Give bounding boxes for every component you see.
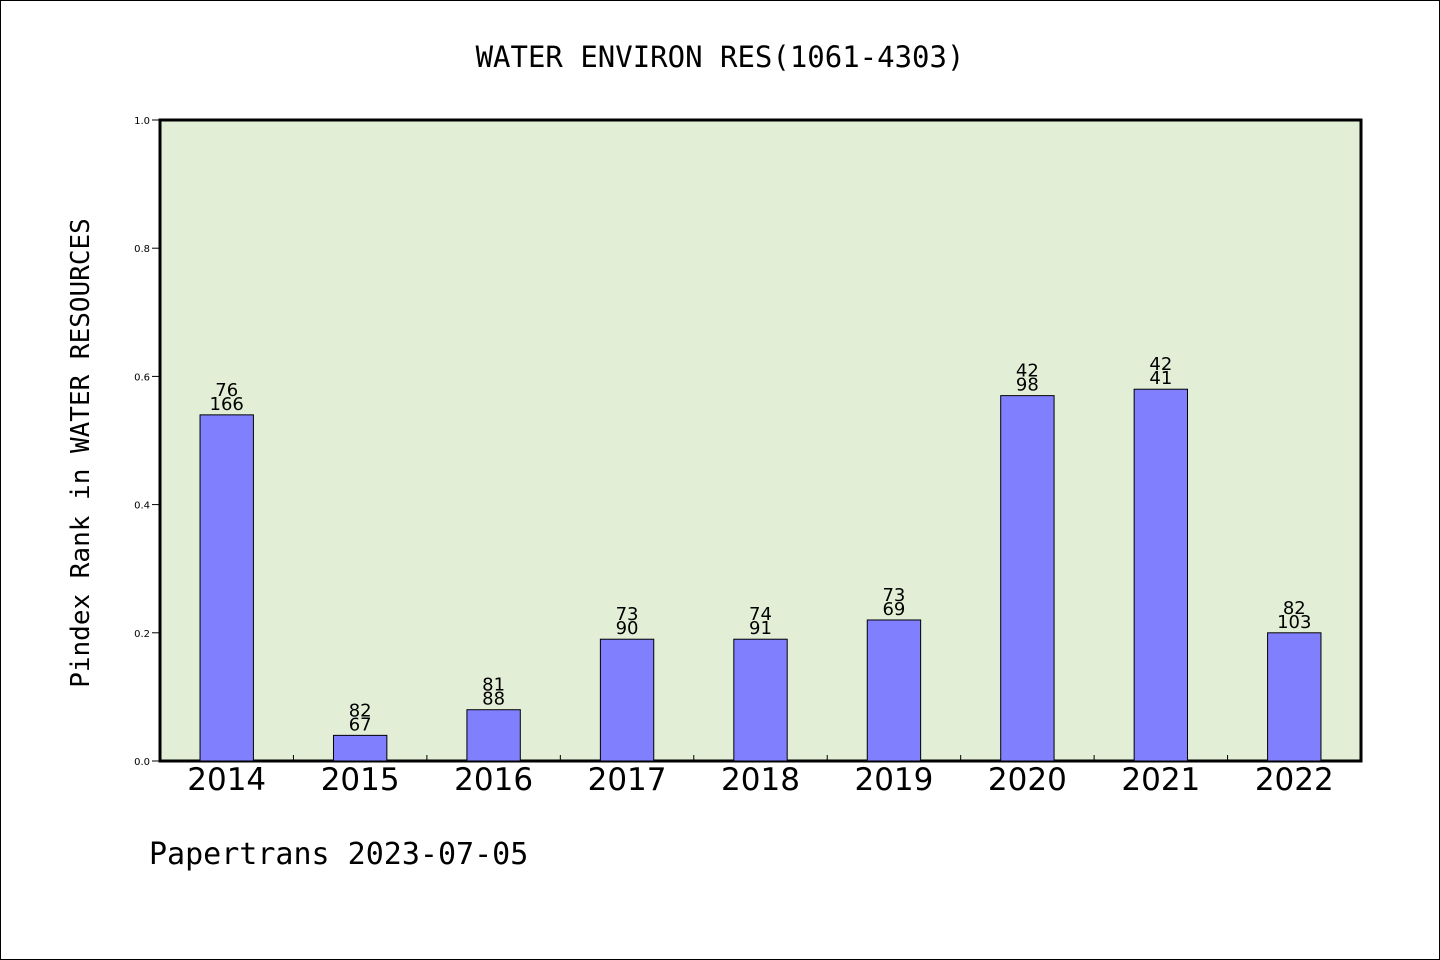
data-label-top: 74	[749, 604, 772, 625]
x-tick-label: 2015	[321, 762, 400, 798]
data-label-top: 73	[882, 585, 905, 606]
data-label-top: 76	[215, 380, 238, 401]
data-label-top: 82	[349, 700, 372, 721]
data-label-top: 42	[1016, 361, 1039, 382]
x-tick-label: 2019	[854, 762, 933, 798]
data-label-bottom: 98	[1016, 375, 1039, 396]
ticks-layer: 2014 2015 2016 2017 2018 2019 2020 2021 2022 0.0 0…	[134, 116, 1334, 798]
data-label-top: 82	[1283, 598, 1306, 619]
x-tick-label: 2022	[1255, 762, 1334, 798]
bar	[332, 734, 388, 762]
bar	[866, 619, 922, 762]
data-label-top: 73	[616, 604, 639, 625]
data-label-bottom: 88	[482, 689, 505, 710]
footer-credit: Papertrans 2023-07-05	[149, 837, 528, 872]
bars-layer	[199, 388, 1322, 762]
x-tick-label: 2014	[187, 762, 266, 798]
y-tick-label: 0.4	[134, 501, 150, 512]
data-label-bottom: 69	[882, 599, 905, 620]
bar	[199, 414, 254, 762]
y-tick-label: 0.2	[134, 629, 150, 640]
bar	[466, 709, 521, 762]
y-tick-label: 0.6	[134, 372, 150, 383]
data-label-bottom: 166	[210, 394, 244, 415]
bar	[599, 638, 655, 762]
y-axis-label: Pindex Rank in WATER RESOURCES	[66, 218, 96, 688]
data-label-bottom: 67	[349, 714, 372, 735]
data-label-bottom: 91	[749, 618, 772, 639]
data-label-top: 81	[482, 675, 505, 696]
bar	[733, 638, 788, 762]
bar	[1133, 388, 1189, 762]
data-label-bottom: 41	[1149, 368, 1172, 389]
data-label-bottom: 103	[1277, 612, 1311, 633]
chart-title: WATER ENVIRON RES(1061-4303)	[476, 40, 965, 74]
bar	[1267, 632, 1322, 762]
x-tick-label: 2018	[721, 762, 800, 798]
y-tick-label: 0.0	[134, 757, 150, 768]
y-tick-label: 0.8	[134, 244, 150, 255]
x-tick-label: 2021	[1121, 762, 1200, 798]
x-tick-label: 2017	[588, 762, 667, 798]
x-tick-label: 2016	[454, 762, 533, 798]
bar	[1000, 395, 1055, 762]
x-tick-label: 2020	[988, 762, 1067, 798]
data-label-top: 42	[1149, 354, 1172, 375]
y-tick-label: 1.0	[134, 116, 150, 127]
data-label-bottom: 90	[616, 618, 639, 639]
